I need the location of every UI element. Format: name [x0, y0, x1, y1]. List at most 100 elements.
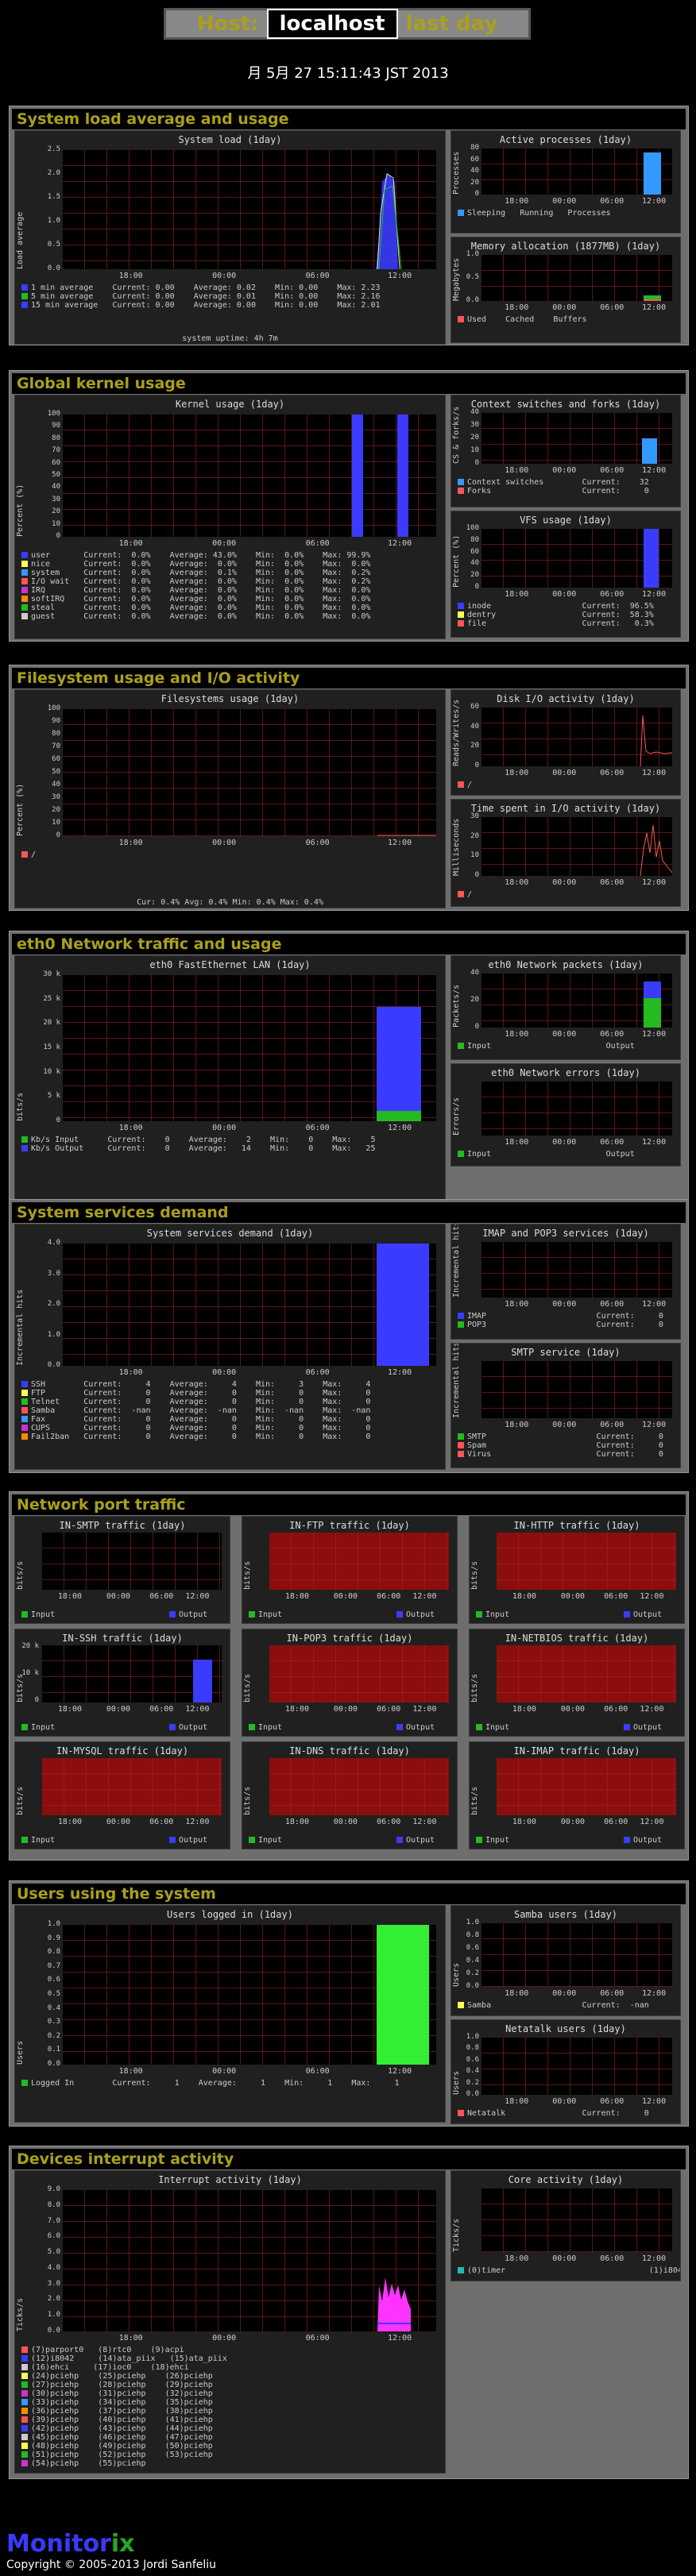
port-graph[interactable]: IN-FTP traffic (1day) bits/s 18:00 00:00 06:…: [242, 1516, 458, 1624]
xtick: 00:00: [106, 1818, 131, 1826]
legend-row: 5 min average Current: 0.00 Average: 0.0…: [21, 292, 381, 301]
graph-title-iotime: Time spent in I/O activity (1day): [470, 803, 661, 814]
legend-row: FTP Current: 0 Average: 0 Min: 0 Max: 0: [21, 1389, 370, 1398]
graph-ylabel-logged: Users: [16, 2040, 25, 2065]
graph-eth[interactable]: eth0 FastEthernet LAN (1day) bits/s 30 k 25…: [14, 955, 446, 1206]
legend-row: (7)parport0 (8)rtc0 (9)acpi: [21, 2346, 184, 2354]
graph-load[interactable]: System load (1day) Load average 2.5 2.0 1.5 1…: [14, 130, 446, 345]
legend-swatch: [21, 1407, 28, 1413]
xtick: 06:00: [305, 839, 330, 847]
xtick: 12:00: [642, 590, 667, 599]
host-label: Host:: [196, 12, 259, 36]
graph-iotime[interactable]: Time spent in I/O activity (1day) Millise…: [450, 799, 681, 907]
port-graph[interactable]: IN-SMTP traffic (1day) bits/s 18:00 00:00 06…: [14, 1516, 230, 1624]
legend-entry: Logged In Current: 1 Average: 1 Min: 1 M…: [31, 2079, 400, 2088]
xtick: 18:00: [57, 1818, 82, 1826]
graph-err[interactable]: eth0 Network errors (1day) Errors/s 18:00 0…: [450, 1063, 681, 1167]
legend-entry: (45)pciehp (46)pciehp (47)pciehp: [31, 2433, 213, 2442]
ytick: 40: [470, 722, 479, 731]
legend-row: Input: [476, 1723, 509, 1732]
xtick: 12:00: [388, 839, 412, 847]
port-graph[interactable]: IN-POP3 traffic (1day) bits/s 18:00 00:00 06…: [242, 1629, 458, 1737]
legend-row: dentry Current: 58.3%: [458, 611, 654, 619]
graph-vfs[interactable]: VFS usage (1day) Percent (%) 100 80 60 40 20 0 1…: [450, 511, 681, 638]
legend-swatch: [21, 569, 28, 576]
copyright: Copyright © 2005-2013 Jordi Sanfeliu: [6, 2559, 217, 2571]
port-plot: [497, 1645, 676, 1703]
period-label[interactable]: last day: [405, 12, 498, 36]
legend-row: (24)pciehp (25)pciehp (26)pciehp: [21, 2372, 213, 2381]
legend-swatch: [21, 1837, 28, 1843]
graph-imap[interactable]: IMAP and POP3 services (1day) Incremental…: [450, 1224, 681, 1340]
legend-entry: FTP Current: 0 Average: 0 Min: 0 Max: 0: [31, 1389, 371, 1398]
legend-swatch: [458, 316, 464, 322]
legend-entry: steal Current: 0.0% Average: 0.0% Min: 0…: [31, 604, 371, 612]
legend-entry: Input: [258, 1836, 283, 1845]
graph-kern[interactable]: Kernel usage (1day) Percent (%) 100 90 80 70 6…: [14, 395, 446, 639]
ytick: 2.0: [47, 1300, 60, 1308]
legend-swatch: [21, 302, 28, 308]
graph-title-load: System load (1day): [178, 134, 282, 145]
legend-swatch: [21, 1724, 28, 1730]
ytick: 10: [52, 819, 60, 827]
graph-ylabel-iotime: Milliseconds: [452, 818, 461, 876]
graph-samba[interactable]: Samba users (1day) Users 1.0 0.8 0.6 0.4 0.2 0.…: [450, 1905, 681, 2016]
ytick: 0: [34, 1696, 39, 1704]
legend-row: (16)ehci (17)ioc0 (18)ehci: [21, 2363, 189, 2372]
graph-fsu[interactable]: Filesystems usage (1day) Percent (%) 100 90…: [14, 689, 446, 908]
ytick: 0.2: [466, 2078, 479, 2087]
ytick: 80: [52, 730, 60, 738]
legend-entry: Output: [633, 1836, 663, 1845]
host-name[interactable]: localhost: [266, 9, 398, 39]
port-graph[interactable]: IN-SSH traffic (1day) bits/s 20 k 10 k 0 18:0…: [14, 1629, 230, 1737]
data-series-fill: [644, 299, 661, 301]
graph-ylabel-fsu: Percent (%): [16, 783, 25, 836]
legend-entry: (48)pciehp (49)pciehp (50)pciehp: [31, 2442, 213, 2451]
xtick: 00:00: [212, 839, 237, 847]
legend-entry: file Current: 0.3%: [467, 619, 654, 628]
graph-svc[interactable]: System services demand (1day) Incremental…: [14, 1224, 446, 1470]
port-graph[interactable]: IN-IMAP traffic (1day) bits/s 18:00 00:00 06…: [469, 1741, 685, 1849]
graph-smtp[interactable]: SMTP service (1day) Incremental hits 18:00…: [450, 1343, 681, 1468]
port-ylabel: bits/s: [243, 1673, 252, 1703]
legend-swatch: [458, 1442, 464, 1448]
data-series-fill: [644, 295, 661, 301]
graph-disk[interactable]: Disk I/O activity (1day) Reads/Writes/s 60…: [450, 689, 681, 796]
port-graph-title: IN-HTTP traffic (1day): [513, 1520, 640, 1531]
xtick: 06:00: [600, 1421, 624, 1429]
graph-irq[interactable]: Interrupt activity (1day) Ticks/s 9.0 8.0 7.…: [14, 2170, 446, 2474]
legend-swatch: [21, 2425, 28, 2431]
logo-part-b: ix: [110, 2530, 135, 2558]
ytick: 2.5: [47, 145, 60, 153]
graph-pkt[interactable]: eth0 Network packets (1day) Packets/s 40 20…: [450, 955, 681, 1060]
ytick: 1.0: [466, 2033, 479, 2041]
graph-proc[interactable]: Active processes (1day) Processes 80 60 40 20…: [450, 130, 681, 233]
graph-ctx[interactable]: Context switches and forks (1day) CS & fo…: [450, 395, 681, 507]
graph-core[interactable]: Core activity (1day) Ticks/s 18:00 00:00 06:…: [450, 2170, 681, 2281]
legend-entry: Samba Current: -nan Average: -nan Min: -…: [31, 1406, 371, 1415]
xtick: 18:00: [505, 590, 529, 599]
ytick: 70: [52, 742, 60, 750]
xtick: 00:00: [560, 1818, 586, 1826]
port-ylabel: bits/s: [470, 1560, 479, 1590]
graph-netatalk[interactable]: Netatalk users (1day) Users 1.0 0.8 0.6 0.4 0.…: [450, 2019, 681, 2124]
port-graph[interactable]: IN-NETBIOS traffic (1day) bits/s 18:00 00:0…: [469, 1629, 685, 1737]
graph-mem[interactable]: Memory allocation (1877MB) (1day) Megabyt…: [450, 237, 681, 343]
port-graph[interactable]: IN-MYSQL traffic (1day) bits/s 18:00 00:00 0…: [14, 1741, 230, 1849]
ytick: 2.0: [47, 169, 60, 177]
legend-swatch: [21, 2434, 28, 2440]
legend-row: file Current: 0.3%: [458, 619, 654, 628]
graph-logged[interactable]: Users logged in (1day) Users 1.0 0.9 0.8 0.7 0…: [14, 1905, 446, 2123]
ytick: 1.0: [47, 1330, 60, 1339]
graph-title-disk: Disk I/O activity (1day): [497, 693, 635, 704]
legend-row: Output: [624, 1723, 662, 1732]
port-graph[interactable]: IN-HTTP traffic (1day) bits/s 18:00 00:00 06…: [469, 1516, 685, 1624]
xtick: 06:00: [377, 1818, 401, 1826]
port-graph[interactable]: IN-DNS traffic (1day) bits/s 18:00 00:00 06:…: [242, 1741, 458, 1849]
xtick: 12:00: [640, 1705, 664, 1714]
graph-title-pkt: eth0 Network packets (1day): [488, 959, 644, 970]
data-series-fill: [396, 415, 408, 537]
legend-row: IRQ Current: 0.0% Average: 0.0% Min: 0.0…: [21, 586, 370, 595]
monitorix-logo[interactable]: Monitorix: [6, 2530, 135, 2558]
legend-row: Output: [624, 1836, 662, 1845]
